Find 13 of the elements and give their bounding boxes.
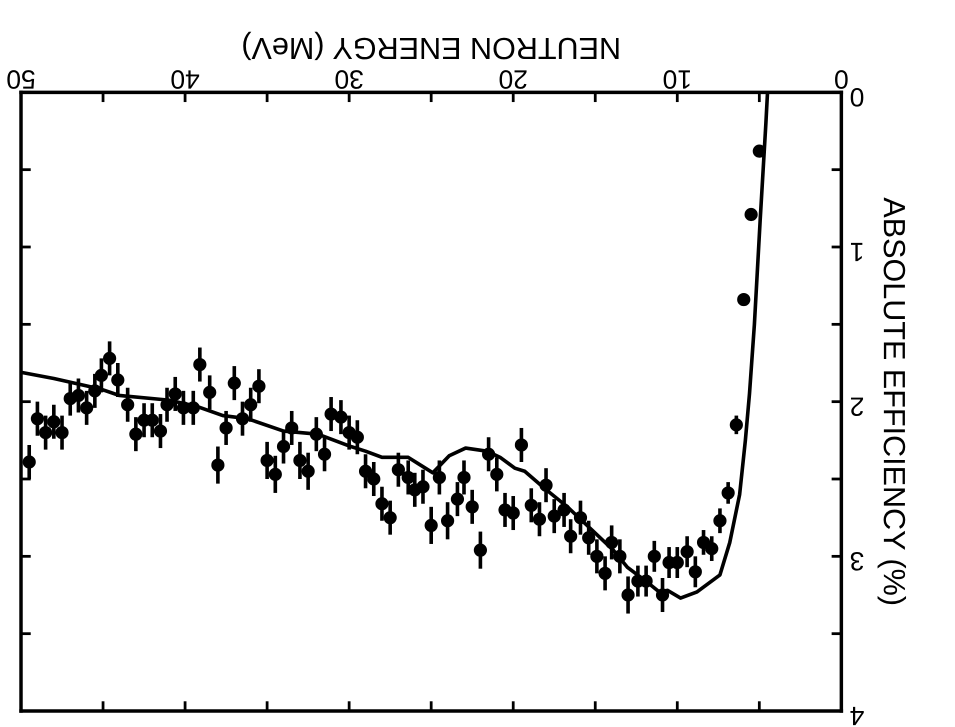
x-tick-label: 30 bbox=[336, 70, 363, 89]
x-tick-label: 20 bbox=[500, 70, 527, 89]
y-axis-title: ABSOLUTE EFFICIENCY (%) bbox=[878, 197, 906, 604]
y-tick-label: 4 bbox=[850, 706, 864, 726]
x-tick-label: 40 bbox=[171, 70, 200, 89]
x-tick-label: 50 bbox=[7, 70, 35, 89]
y-tick-label: 2 bbox=[851, 398, 864, 416]
y-tick-label: 0 bbox=[850, 88, 864, 107]
y-tick-label: 1 bbox=[850, 242, 862, 262]
y-tick-label: 3 bbox=[850, 552, 864, 571]
x-axis-title: NEUTRON ENERGY (MeV) bbox=[243, 32, 619, 60]
x-tick-label: 0 bbox=[835, 70, 848, 89]
x-tick-label: 10 bbox=[664, 70, 690, 89]
